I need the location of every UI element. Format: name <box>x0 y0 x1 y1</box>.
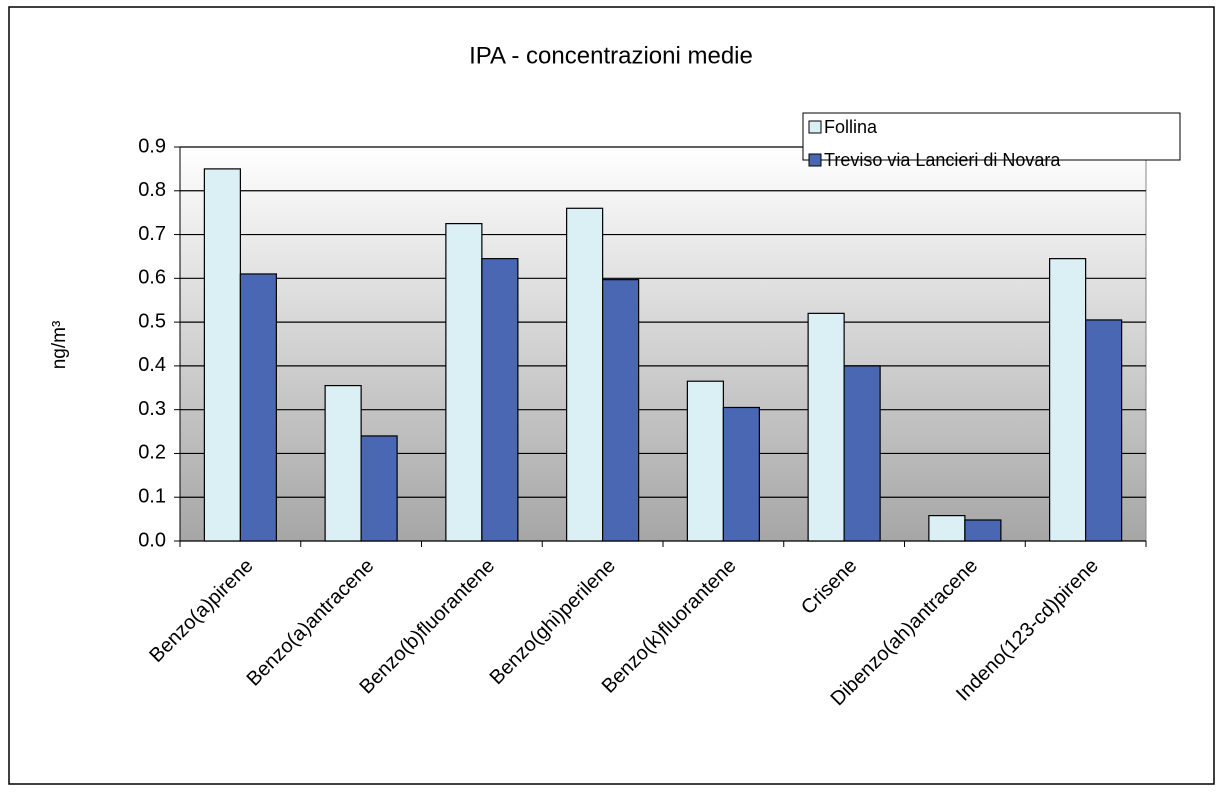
y-tick-label: 0.9 <box>138 135 166 157</box>
bar <box>239 273 277 542</box>
bar <box>686 380 724 542</box>
bar <box>807 312 845 542</box>
bar <box>964 519 1002 542</box>
y-tick-label: 0.7 <box>138 223 166 245</box>
bar <box>1085 319 1123 542</box>
y-tick-label: 0.4 <box>138 354 166 376</box>
y-tick-label: 0.6 <box>138 267 166 289</box>
legend-label: Treviso via Lancieri di Novara <box>824 150 1061 170</box>
bar <box>602 279 640 542</box>
bar <box>324 384 362 542</box>
y-tick-label: 0.2 <box>138 442 166 464</box>
bar <box>928 515 966 542</box>
y-tick-label: 0.8 <box>138 179 166 201</box>
legend-box <box>802 112 1181 161</box>
bar <box>1049 258 1087 542</box>
bar <box>722 406 760 542</box>
legend-swatch <box>808 120 822 134</box>
legend-label: Follina <box>824 117 878 137</box>
bar <box>360 435 398 542</box>
legend-swatch <box>808 153 822 167</box>
y-tick-label: 0.5 <box>138 310 166 332</box>
y-tick-label: 0.3 <box>138 398 166 420</box>
bar <box>843 365 881 542</box>
y-tick-label: 0.1 <box>138 486 166 508</box>
y-axis-label: ng/m³ <box>49 321 70 370</box>
bar <box>203 168 241 542</box>
y-tick-label: 0.0 <box>138 529 166 551</box>
bar <box>445 223 483 542</box>
bar <box>481 258 519 542</box>
chart-title: IPA - concentrazioni medie <box>469 42 753 69</box>
bar <box>566 207 604 542</box>
